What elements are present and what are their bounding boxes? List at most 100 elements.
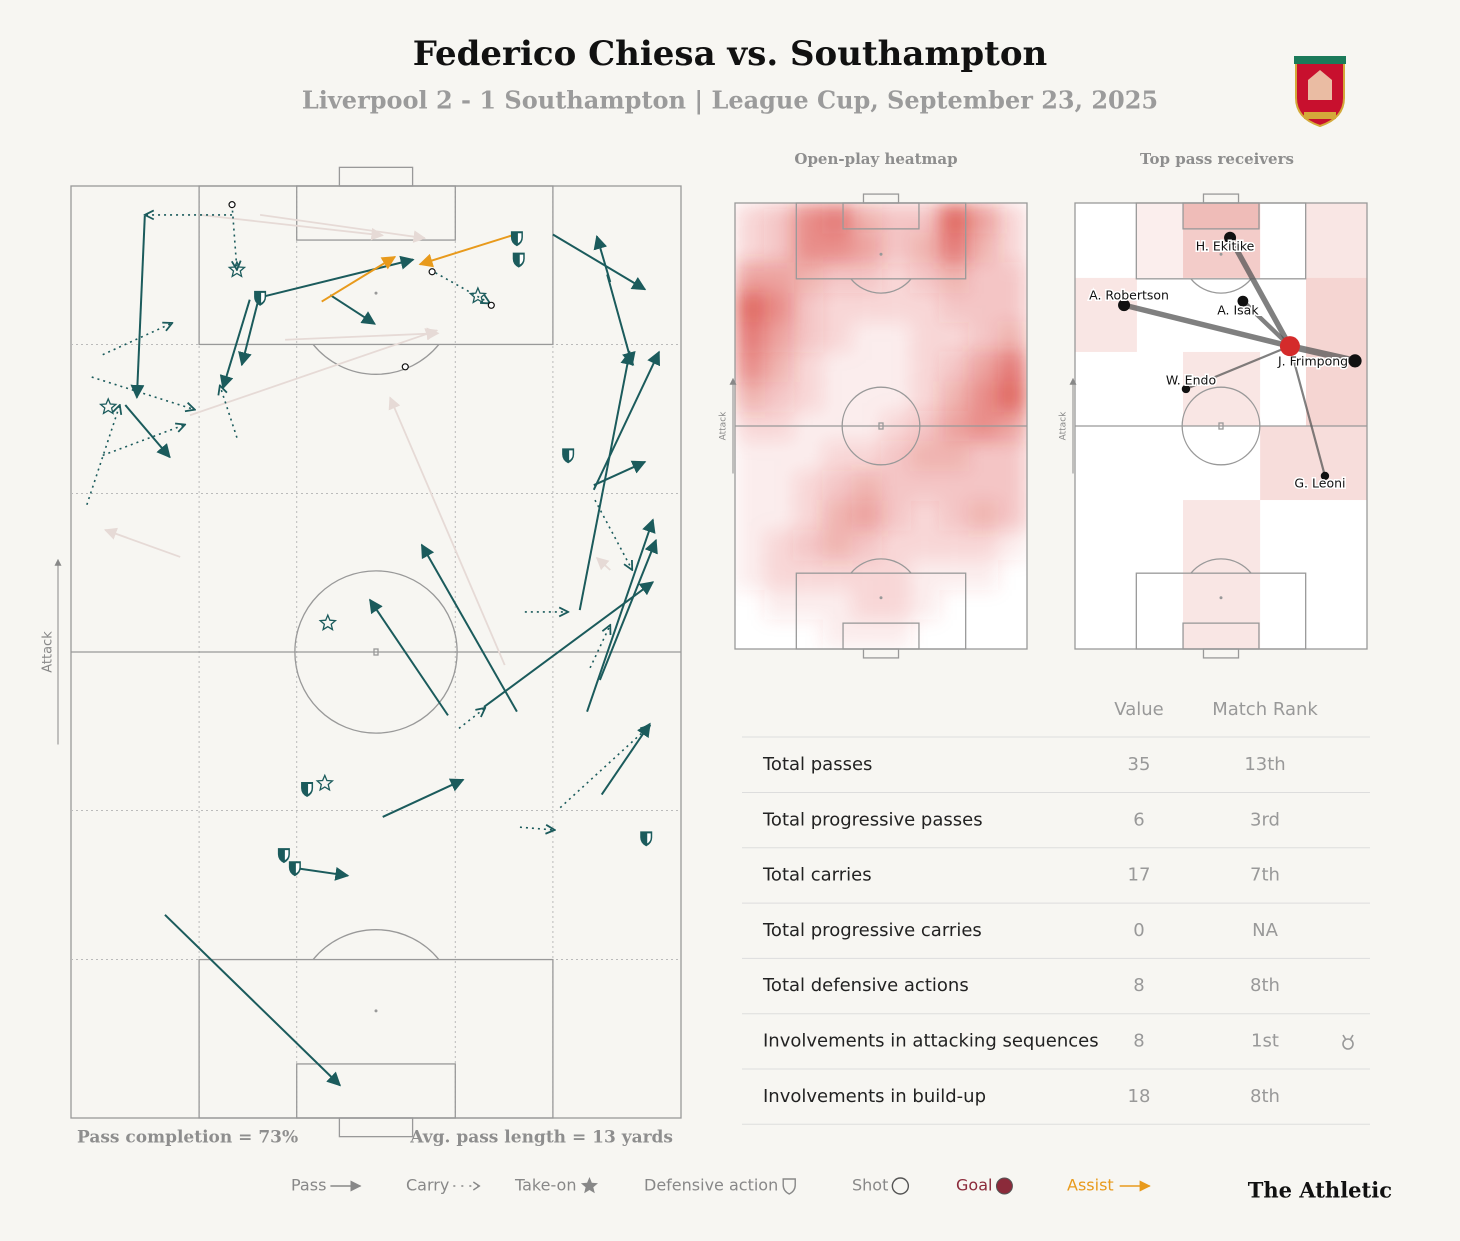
heat-cell [764,470,794,501]
heat-cell [793,292,824,323]
heat-cell [822,559,853,591]
goal [338,166,414,187]
defensive-action [510,231,523,247]
legend: Pass Carry Take-on Defensive action Shot Goal… [291,1176,1151,1195]
heat-cell [997,232,1027,263]
subtitle: Liverpool 2 - 1 Southampton | League Cup… [302,86,1158,115]
heat-cell [910,530,940,561]
carry [232,204,237,270]
title: Federico Chiesa vs. Southampton [413,34,1048,74]
receiver-link [1227,236,1293,348]
heat-cell [735,559,765,591]
brand: The Athletic [1248,1178,1392,1203]
zone [1075,277,1137,352]
heat-cell [851,500,882,531]
heat-cell [793,203,824,234]
heat-cell [851,321,882,353]
shield-half [295,863,300,874]
heat-cell [910,440,940,472]
carry [458,708,485,730]
defensive-action [640,831,653,847]
legend-label: Goal [956,1176,992,1195]
heat-cell [735,619,765,649]
heat-cell [764,232,794,263]
legend-label: Pass [291,1176,326,1195]
receiver-link [1185,345,1291,390]
heat-cell [793,589,824,620]
shot [428,268,436,276]
penalty-box [198,958,554,1119]
zone [1183,500,1261,649]
shield-half [647,833,651,844]
heat-cell [735,351,765,382]
carry [102,425,185,457]
heat-cell [997,292,1027,323]
carry [589,625,610,669]
heat-cell [793,530,824,561]
heat-cell [881,203,911,234]
heat-cell [939,590,969,620]
pass [483,581,655,708]
receiver [1348,354,1362,368]
penalty-arc [312,929,440,960]
pass [382,778,465,818]
heat-cell [910,321,940,353]
row-rank: 13th [1244,754,1285,775]
heat-cell [939,203,970,234]
centre-circle [1181,386,1261,466]
heat-cell [735,262,765,293]
heat-cell [764,530,794,561]
receiver-name: G. Leoni [1294,475,1345,490]
heat-cell [910,262,940,293]
heat-cell [939,321,970,353]
pass-receivers: Top pass receivers Attack H. Ekitike A. Isa… [1059,150,1368,659]
zone [1136,203,1184,278]
pass [164,914,342,1087]
heat-cell [968,500,999,531]
heat-cell [968,440,999,472]
heat-cell [997,262,1027,293]
heat-cell [822,232,853,263]
incomplete-pass [285,327,440,341]
heat-cell [735,470,765,501]
panel-title: Open-play heatmap [794,150,957,168]
penalty-arc [1190,278,1252,294]
heat-cell [910,351,940,382]
heat-cell [997,440,1027,472]
player-position [1279,336,1300,357]
heat-cell [764,292,794,323]
penalty-arc [850,558,912,574]
centre-spot [1218,422,1224,430]
receiver-name: A. Robertson [1089,288,1169,303]
pass [592,350,660,491]
heat-cell [881,232,911,263]
legend-goal [995,1177,1013,1195]
goal [1202,648,1240,659]
heat-cell [998,619,1028,649]
heat-cell [881,292,911,323]
row-label: Involvements in attacking sequences [763,1031,1099,1052]
heat-cell [735,530,765,561]
carry [91,376,195,410]
heat-cell [735,321,765,353]
heat-cell [764,203,794,234]
heat-cell [851,381,882,412]
heat-cell [764,381,794,412]
row-label: Total progressive carries [762,920,982,941]
receiver-link [1123,302,1291,349]
heat-cell [822,500,853,531]
shot [487,301,495,309]
heat-cell [764,440,794,472]
heat-cell [764,321,794,353]
heat-cell [968,203,999,234]
centre-spot [373,648,379,656]
incomplete-pass [595,557,611,571]
medal-icon [1342,1034,1354,1050]
heat-cell [793,559,824,591]
heat-cell [793,381,824,412]
heat-cell [822,321,853,353]
avg-pass-length: Avg. pass length = 13 yards [409,1128,673,1148]
legend-take-on [580,1177,598,1194]
heat-cell [881,470,911,501]
